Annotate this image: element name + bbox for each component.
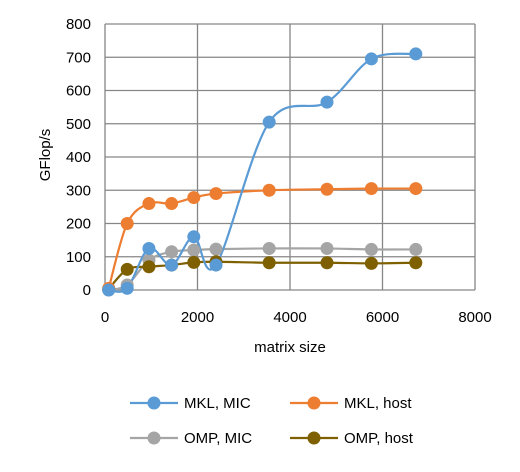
data-point [187, 191, 201, 205]
data-point [262, 183, 276, 197]
legend-label: OMP, MIC [184, 430, 252, 447]
x-axis-label: matrix size [254, 339, 326, 356]
legend-item: OMP, MIC [130, 430, 252, 447]
y-tick-label: 400 [66, 149, 91, 166]
legend-item: MKL, MIC [130, 395, 251, 412]
axis-labels: GFlop/s matrix size [37, 129, 326, 356]
y-tick-label: 200 [66, 216, 91, 233]
y-tick-label: 300 [66, 182, 91, 199]
y-tick-label: 500 [66, 116, 91, 133]
data-point [364, 242, 378, 256]
x-tick-label: 2000 [181, 309, 214, 326]
x-tick-label: 4000 [273, 309, 306, 326]
data-point [320, 241, 334, 255]
data-point [364, 182, 378, 196]
x-tick-label: 6000 [366, 309, 399, 326]
legend-marker [307, 396, 321, 410]
data-point [364, 256, 378, 270]
data-point [209, 242, 223, 256]
legend-marker [147, 431, 161, 445]
data-point [142, 197, 156, 211]
series-group [102, 47, 423, 297]
data-point [187, 230, 201, 244]
data-point [165, 258, 179, 272]
y-tick-label: 600 [66, 83, 91, 100]
data-point [187, 255, 201, 269]
data-point [187, 243, 201, 257]
grid [104, 23, 476, 291]
data-point [262, 241, 276, 255]
series-line [108, 247, 416, 292]
data-point [320, 256, 334, 270]
data-point [262, 115, 276, 129]
data-point [209, 258, 223, 272]
y-tick-label: 0 [83, 282, 91, 299]
data-point [142, 241, 156, 255]
legend-label: MKL, MIC [184, 395, 251, 412]
data-point [165, 245, 179, 259]
data-point [120, 217, 134, 230]
data-point [364, 52, 378, 66]
data-point [409, 256, 423, 270]
data-point [120, 262, 134, 276]
legend-label: OMP, host [344, 430, 414, 447]
data-point [409, 242, 423, 256]
legend-marker [147, 396, 161, 410]
data-point [209, 187, 223, 201]
legend-item: MKL, host [290, 395, 412, 412]
data-point [262, 256, 276, 270]
legend-marker [307, 431, 321, 445]
data-point [320, 182, 334, 196]
legend: MKL, MIC MKL, host OMP, MIC OMP, host [130, 395, 414, 447]
data-point [320, 95, 334, 109]
y-tick-label: 100 [66, 249, 91, 266]
legend-label: MKL, host [344, 395, 412, 412]
x-tick-label: 0 [101, 309, 109, 326]
legend-item: OMP, host [290, 430, 414, 447]
y-tick-label: 700 [66, 49, 91, 66]
y-tick-label: 800 [66, 16, 91, 33]
series-line [107, 187, 416, 289]
data-point [120, 281, 134, 295]
y-axis-label: GFlop/s [37, 129, 54, 182]
data-point [142, 260, 156, 274]
data-point [165, 197, 179, 211]
data-point [409, 182, 423, 196]
data-point [409, 47, 423, 61]
data-point [102, 283, 116, 297]
x-tick-label: 8000 [458, 309, 491, 326]
